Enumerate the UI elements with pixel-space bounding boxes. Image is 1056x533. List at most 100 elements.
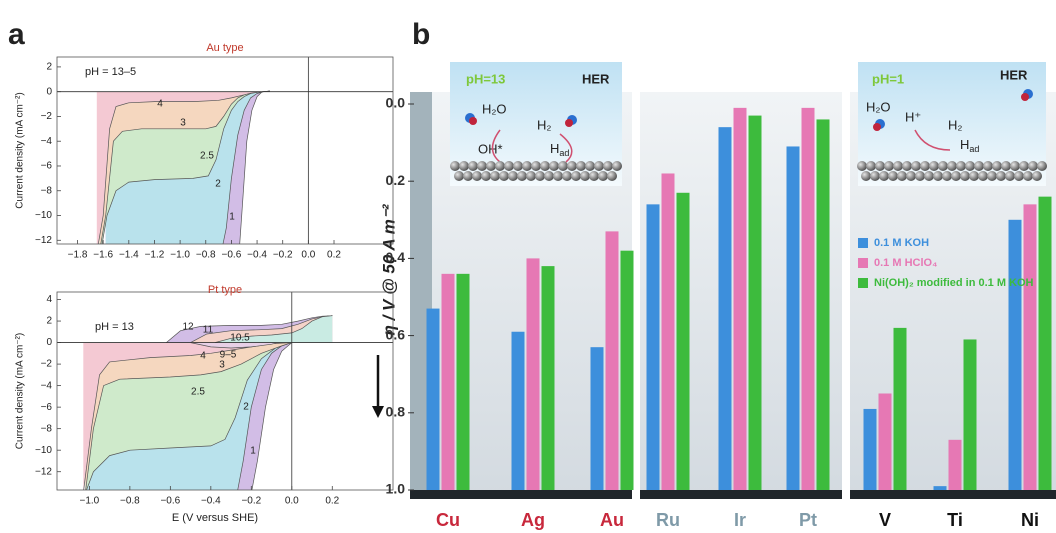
bar [893,327,907,490]
bar [661,173,675,491]
bar [878,393,892,490]
x-tick-label: −1.2 [145,250,165,261]
x-tick-label: Ir [734,510,746,530]
atom [857,161,867,171]
atom [1014,171,1024,181]
y-tick-label: −8 [41,423,53,434]
bar [863,408,877,490]
x-tick-label: 0.2 [325,496,339,507]
curve-label: 1 [250,446,256,457]
inset-text: pH=13 [466,71,505,86]
x-tick-label: Ti [947,510,963,530]
bar [441,273,455,490]
legend-item: Ni(OH)₂ modified in 0.1 M KOH [858,276,1050,291]
atom [598,171,608,181]
y-tick-label: −6 [41,161,53,172]
curve [190,315,333,343]
y-tick-label: 4 [46,294,52,305]
y-tick-label: 2 [46,316,52,327]
atom [870,171,880,181]
atom [1028,161,1038,171]
bar [646,204,660,491]
curve-label: 2 [215,179,221,190]
atom [861,171,871,181]
atom [924,171,934,181]
atom [567,161,577,171]
bar [605,231,619,490]
bar [526,258,540,490]
chart-title: Au type [206,42,243,54]
annotation: pH = 13–5 [85,66,136,78]
atom [965,161,975,171]
bar [1038,196,1052,490]
y-tick-label: 0.8 [386,404,406,420]
curve-label: 3 [219,360,225,371]
legend-label: 0.1 M HClO₄ [874,257,938,269]
bar [676,192,690,490]
atom [987,171,997,181]
atom [915,171,925,181]
atom [938,161,948,171]
y-tick-label: −10 [35,210,52,221]
legend-swatch [858,238,868,248]
atom [495,161,505,171]
y-tick-label: 2 [46,62,52,73]
atom [1037,161,1047,171]
atom [1023,171,1033,181]
atom [1001,161,1011,171]
curve-label: 4 [157,99,163,110]
bar [456,273,470,490]
atom [522,161,532,171]
atom [490,171,500,181]
bar [748,115,762,490]
bar [541,266,555,490]
atom [974,161,984,171]
atom [589,171,599,181]
inset-text: H₂ [948,117,962,132]
atom [866,161,876,171]
atom [1019,161,1029,171]
atom [571,171,581,181]
atom [450,161,460,171]
atom [1010,161,1020,171]
x-tick-label: −0.2 [273,250,293,261]
inset-text: H₂O [866,99,891,114]
inset-text: pH=1 [872,71,904,86]
atom [540,161,550,171]
atom [535,171,545,181]
atom [902,161,912,171]
bar [948,439,962,490]
atom [929,161,939,171]
x-tick-label: Pt [799,510,817,530]
curve [166,315,333,343]
atom [969,171,979,181]
x-tick-label: −1.0 [170,250,190,261]
bar [963,339,977,490]
atom [468,161,478,171]
atom [1005,171,1015,181]
atom [594,161,604,171]
x-tick-label: −0.8 [120,496,140,507]
atom [951,171,961,181]
curve-label: 12 [182,322,194,333]
bar [933,486,947,490]
bar [801,107,815,491]
y-tick-label: 0.6 [386,326,406,342]
atom [576,161,586,171]
curve-label: 3 [180,118,186,129]
arrow-head [372,406,384,418]
x-tick-label: −0.4 [201,496,221,507]
plot-area [96,90,270,244]
y-axis-label: Current density (mA cm⁻²) [15,92,26,208]
bar [426,308,440,490]
legend-label: Ni(OH)₂ modified in 0.1 M KOH [874,277,1034,289]
atom [508,171,518,181]
y-tick-label: −2 [41,359,53,370]
curve-label: 4 [200,351,206,362]
atom [1032,171,1042,181]
x-tick-label: Ag [521,510,545,530]
atom [933,171,943,181]
panel-label: a [8,18,25,51]
surface [450,161,1047,181]
